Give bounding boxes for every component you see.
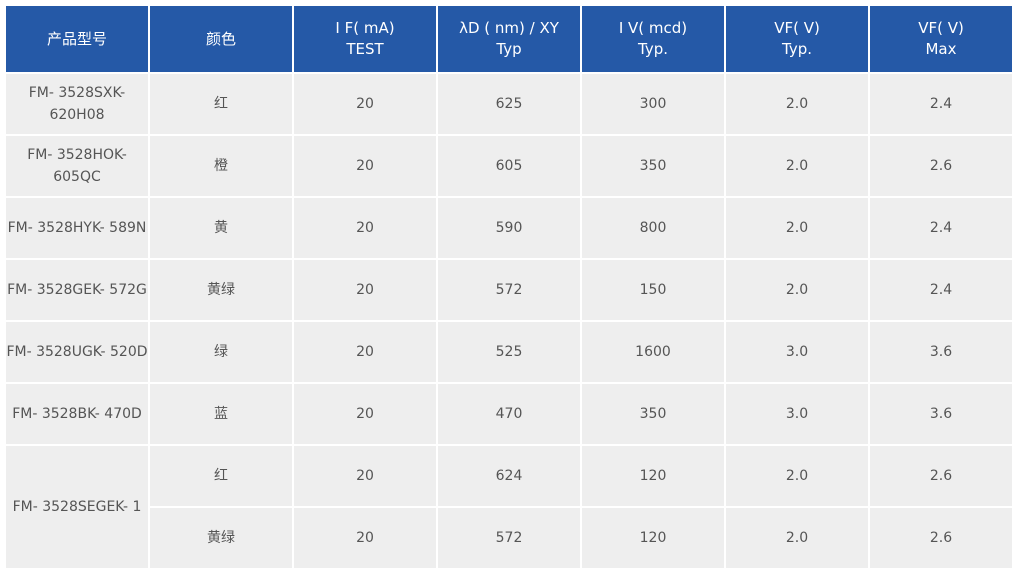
model-cell: FM- 3528GEK- 572G xyxy=(6,260,148,320)
led-spec-table: 产品型号 颜色 I F( mA) TEST λD ( nm) / XY Typ I … xyxy=(4,4,1013,570)
if-cell: 20 xyxy=(294,508,436,568)
iv-cell: 350 xyxy=(582,384,724,444)
header-color: 颜色 xyxy=(150,6,292,72)
wavelength-cell: 624 xyxy=(438,446,580,506)
color-cell: 黄绿 xyxy=(150,508,292,568)
if-cell: 20 xyxy=(294,384,436,444)
header-luminous-intensity: I V( mcd) Typ. xyxy=(582,6,724,72)
table-row: FM- 3528UGK- 520D 绿 20 525 1600 3.0 3.6 xyxy=(6,322,1012,382)
vf-typ-cell: 2.0 xyxy=(726,508,868,568)
table-row: FM- 3528HOK- 605QC 橙 20 605 350 2.0 2.6 xyxy=(6,136,1012,196)
vf-typ-cell: 2.0 xyxy=(726,136,868,196)
iv-cell: 1600 xyxy=(582,322,724,382)
color-cell: 橙 xyxy=(150,136,292,196)
vf-typ-cell: 2.0 xyxy=(726,260,868,320)
if-cell: 20 xyxy=(294,322,436,382)
color-cell: 绿 xyxy=(150,322,292,382)
header-vf-max: VF( V) Max xyxy=(870,6,1012,72)
if-cell: 20 xyxy=(294,136,436,196)
vf-max-cell: 2.4 xyxy=(870,198,1012,258)
vf-max-cell: 2.4 xyxy=(870,74,1012,134)
wavelength-cell: 470 xyxy=(438,384,580,444)
model-cell: FM- 3528HYK- 589N xyxy=(6,198,148,258)
model-cell: FM- 3528SXK- 620H08 xyxy=(6,74,148,134)
wavelength-cell: 525 xyxy=(438,322,580,382)
table-row: FM- 3528SEGEK- 1 红 20 624 120 2.0 2.6 xyxy=(6,446,1012,568)
iv-cell: 350 xyxy=(582,136,724,196)
vf-max-cell: 3.6 xyxy=(870,384,1012,444)
vf-typ-cell: 2.0 xyxy=(726,446,868,506)
table-row: 黄绿 20 572 120 2.0 2.6 xyxy=(6,508,1012,568)
wavelength-cell: 572 xyxy=(438,260,580,320)
table-row: FM- 3528HYK- 589N 黄 20 590 800 2.0 2.4 xyxy=(6,198,1012,258)
table-row: FM- 3528GEK- 572G 黄绿 20 572 150 2.0 2.4 xyxy=(6,260,1012,320)
iv-cell: 800 xyxy=(582,198,724,258)
vf-max-cell: 2.6 xyxy=(870,508,1012,568)
iv-cell: 300 xyxy=(582,74,724,134)
vf-typ-cell: 2.0 xyxy=(726,74,868,134)
iv-cell: 120 xyxy=(582,446,724,506)
if-cell: 20 xyxy=(294,446,436,506)
wavelength-cell: 625 xyxy=(438,74,580,134)
vf-max-cell: 2.6 xyxy=(870,136,1012,196)
color-cell: 红 xyxy=(150,446,292,506)
wavelength-cell: 590 xyxy=(438,198,580,258)
wavelength-cell: 572 xyxy=(438,508,580,568)
model-cell: FM- 3528UGK- 520D xyxy=(6,322,148,382)
header-model: 产品型号 xyxy=(6,6,148,72)
model-cell: FM- 3528HOK- 605QC xyxy=(6,136,148,196)
vf-max-cell: 3.6 xyxy=(870,322,1012,382)
vf-typ-cell: 3.0 xyxy=(726,322,868,382)
color-cell: 黄 xyxy=(150,198,292,258)
model-cell-bicolor: FM- 3528SEGEK- 1 xyxy=(6,446,148,568)
table-row: FM- 3528SXK- 620H08 红 20 625 300 2.0 2.4 xyxy=(6,74,1012,134)
wavelength-cell: 605 xyxy=(438,136,580,196)
if-cell: 20 xyxy=(294,74,436,134)
header-vf-typ: VF( V) Typ. xyxy=(726,6,868,72)
header-wavelength: λD ( nm) / XY Typ xyxy=(438,6,580,72)
color-cell: 红 xyxy=(150,74,292,134)
iv-cell: 150 xyxy=(582,260,724,320)
if-cell: 20 xyxy=(294,260,436,320)
iv-cell: 120 xyxy=(582,508,724,568)
if-cell: 20 xyxy=(294,198,436,258)
model-cell: FM- 3528BK- 470D xyxy=(6,384,148,444)
header-forward-current: I F( mA) TEST xyxy=(294,6,436,72)
vf-max-cell: 2.4 xyxy=(870,260,1012,320)
color-cell: 蓝 xyxy=(150,384,292,444)
vf-typ-cell: 3.0 xyxy=(726,384,868,444)
vf-max-cell: 2.6 xyxy=(870,446,1012,506)
table-row: FM- 3528BK- 470D 蓝 20 470 350 3.0 3.6 xyxy=(6,384,1012,444)
header-row: 产品型号 颜色 I F( mA) TEST λD ( nm) / XY Typ I … xyxy=(6,6,1012,72)
vf-typ-cell: 2.0 xyxy=(726,198,868,258)
color-cell: 黄绿 xyxy=(150,260,292,320)
